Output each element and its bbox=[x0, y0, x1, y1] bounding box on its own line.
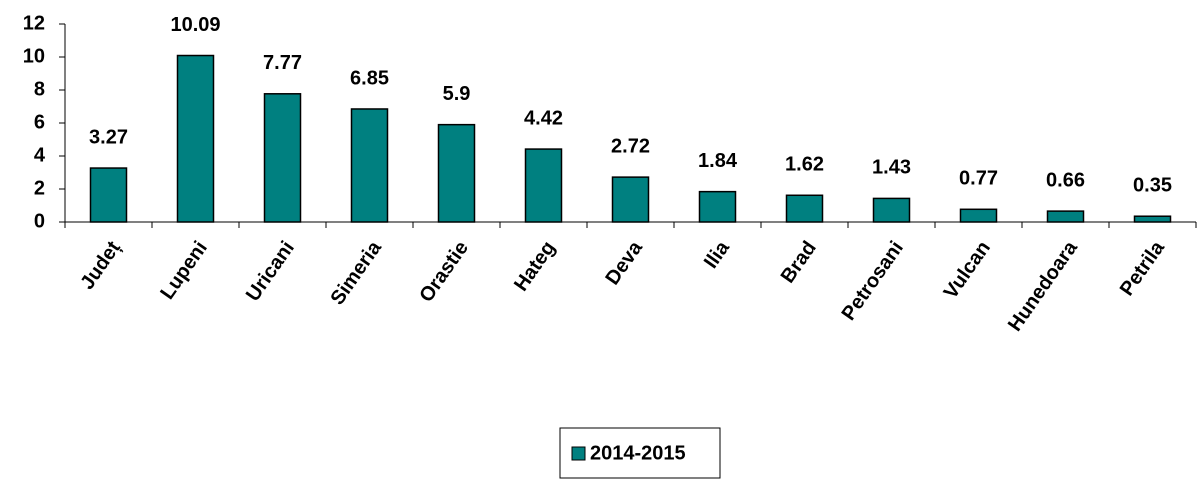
data-label: 0.66 bbox=[1046, 169, 1085, 191]
x-tick-label: Brad bbox=[777, 237, 821, 287]
x-tick-label: Petrosani bbox=[838, 237, 908, 324]
data-label: 0.35 bbox=[1133, 175, 1172, 197]
bar bbox=[959, 208, 998, 223]
bar bbox=[1133, 215, 1172, 223]
y-tick-label: 6 bbox=[34, 111, 45, 133]
data-label: 7.77 bbox=[263, 52, 302, 74]
legend-box bbox=[559, 427, 721, 479]
x-tick-label: Petrila bbox=[1116, 237, 1170, 300]
bar bbox=[263, 93, 302, 223]
y-tick-label: 12 bbox=[23, 12, 45, 34]
bar bbox=[89, 167, 128, 223]
data-label: 1.62 bbox=[785, 154, 824, 176]
y-tick-label: 0 bbox=[34, 210, 45, 232]
data-label: 4.42 bbox=[524, 107, 563, 129]
y-tick-label: 10 bbox=[23, 45, 45, 67]
data-label: 1.84 bbox=[698, 150, 738, 172]
x-tick-label: Lupeni bbox=[156, 237, 212, 303]
legend-label: 2014-2015 bbox=[590, 442, 686, 464]
data-label: 2.72 bbox=[611, 135, 650, 157]
x-tick-label: Orastie bbox=[415, 237, 473, 306]
bar bbox=[872, 197, 911, 223]
x-tick-label: Uricani bbox=[242, 237, 299, 305]
legend-swatch bbox=[571, 446, 586, 461]
data-label: 10.09 bbox=[170, 14, 220, 36]
bar bbox=[437, 123, 476, 223]
bar bbox=[524, 148, 563, 223]
bar bbox=[611, 176, 650, 223]
data-label: 6.85 bbox=[350, 67, 389, 89]
bar bbox=[350, 108, 389, 223]
bar bbox=[785, 194, 824, 223]
y-tick-label: 8 bbox=[34, 78, 45, 100]
data-label: 3.27 bbox=[89, 126, 128, 148]
x-tick-label: Hunedoara bbox=[1004, 237, 1082, 336]
bar bbox=[1046, 210, 1085, 223]
data-label: 5.9 bbox=[443, 83, 471, 105]
bar bbox=[176, 54, 215, 223]
bar bbox=[698, 190, 737, 223]
data-label: 1.43 bbox=[872, 157, 911, 179]
y-tick-label: 4 bbox=[34, 144, 46, 166]
x-tick-label: Vulcan bbox=[940, 237, 995, 303]
x-tick-label: Județ bbox=[76, 237, 125, 294]
x-tick-label: Hateg bbox=[510, 237, 560, 295]
x-tick-label: Simeria bbox=[326, 237, 386, 310]
x-tick-label: Deva bbox=[601, 237, 647, 290]
y-tick-label: 2 bbox=[34, 177, 45, 199]
data-label: 0.77 bbox=[959, 168, 998, 190]
x-tick-label: Ilia bbox=[700, 237, 734, 273]
